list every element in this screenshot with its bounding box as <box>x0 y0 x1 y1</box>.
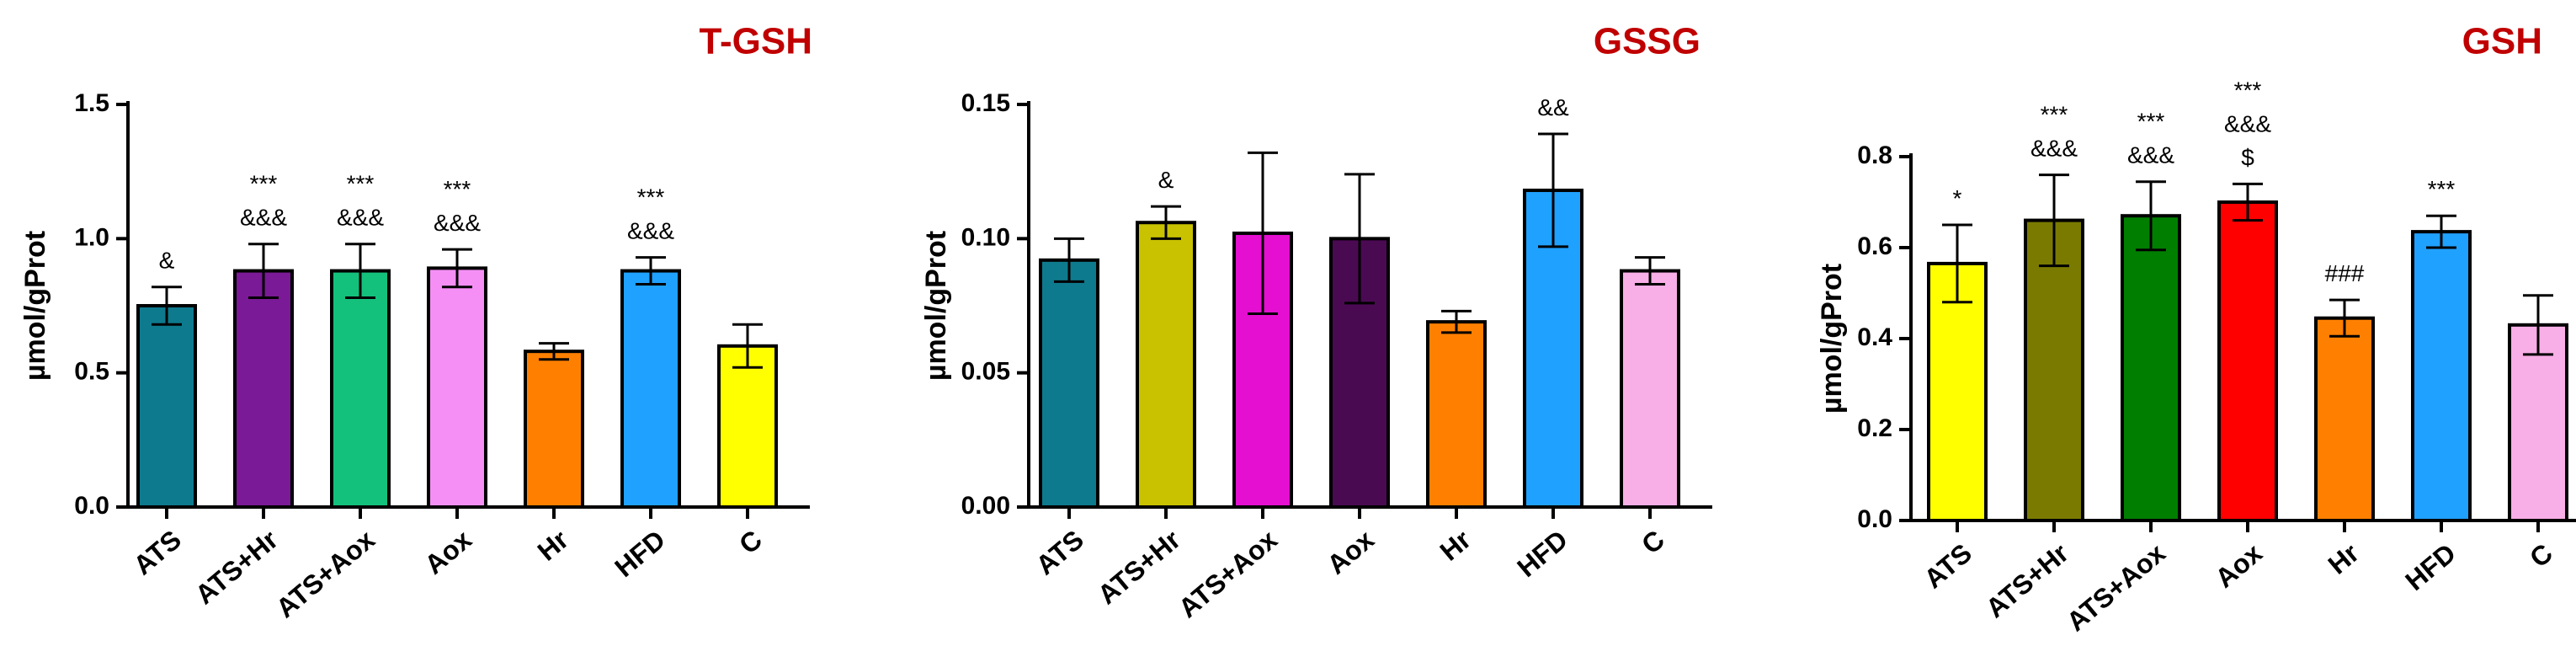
significance-label: *** <box>2041 102 2068 128</box>
y-tick-label: 0.5 <box>74 358 109 386</box>
significance-label: &&& <box>240 205 287 231</box>
y-axis-label: µmol/gProt <box>19 231 51 381</box>
significance-label: *** <box>637 184 665 211</box>
bar-c <box>2508 323 2568 522</box>
category-label-c: C <box>1636 524 1670 559</box>
category-label-hfd: HFD <box>609 524 671 583</box>
category-label-ats-hr: ATS+Hr <box>189 524 284 610</box>
y-tick-label: 0.8 <box>1857 141 1892 169</box>
significance-label: *** <box>444 176 471 202</box>
y-tick-label: 0.05 <box>961 358 1010 386</box>
y-tick-label: 0.6 <box>1857 232 1892 260</box>
y-axis-label: µmol/gProt <box>920 231 952 381</box>
significance-label: &&& <box>2224 110 2271 136</box>
category-label-ats-aox: ATS+Aox <box>2061 537 2171 637</box>
y-tick-label: 1.0 <box>74 223 109 251</box>
bar-ats <box>136 304 197 509</box>
chart-title: T-GSH <box>700 21 812 62</box>
chart-title: GSH <box>2462 21 2542 62</box>
category-label-c: C <box>733 524 768 559</box>
significance-label: * <box>1953 185 1962 211</box>
bar-ats <box>1039 258 1099 509</box>
y-tick-label: 1.5 <box>74 89 109 117</box>
bar-hfd <box>620 269 681 509</box>
bar-ats-aox <box>330 269 391 509</box>
panel-t-gsh: T-GSH µmol/gProt 0.0 0.5 1.0 1.5 ATS & ATS+Hr ***… <box>19 21 812 624</box>
category-label-hr: Hr <box>1434 524 1477 566</box>
category-label-ats: ATS <box>128 524 187 580</box>
bar-c <box>717 344 778 509</box>
significance-label: $ <box>2241 144 2254 170</box>
significance-label: *** <box>2234 77 2262 103</box>
panel-gssg: GSSG µmol/gProt 0.00 0.05 0.10 0.15 ATS ATS+Hr &… <box>920 21 1712 623</box>
category-label-aox: Aox <box>2209 537 2268 594</box>
bar-ats-hr <box>1136 221 1196 509</box>
significance-label: *** <box>2428 176 2456 202</box>
category-label-ats: ATS <box>1919 537 1977 594</box>
category-label-c: C <box>2524 537 2558 573</box>
bar-ats-hr <box>233 269 294 509</box>
bar-aox <box>427 266 487 509</box>
category-label-ats-hr: ATS+Hr <box>1980 537 2074 623</box>
y-tick-label: 0.4 <box>1857 323 1892 351</box>
category-label-hr: Hr <box>532 524 574 566</box>
y-tick-label: 0.0 <box>1857 505 1892 533</box>
bar-ats-aox <box>2121 214 2181 522</box>
bar-aox <box>2217 200 2278 522</box>
significance-label: *** <box>347 171 375 197</box>
significance-label: &&& <box>627 218 674 244</box>
y-tick-label: 0.10 <box>961 223 1010 251</box>
category-label-aox: Aox <box>418 524 477 580</box>
significance-label: &&& <box>2127 142 2174 168</box>
bar-hfd <box>2411 230 2472 522</box>
category-label-hfd: HFD <box>2399 537 2462 596</box>
category-label-hr: Hr <box>2323 537 2365 579</box>
significance-label: & <box>159 248 175 274</box>
category-label-ats-aox: ATS+Aox <box>1173 524 1283 623</box>
significance-label: && <box>1537 94 1569 120</box>
category-label-hfd: HFD <box>1511 524 1573 583</box>
significance-label: & <box>1158 167 1174 193</box>
significance-label: ### <box>2325 260 2365 286</box>
bar-hr <box>2314 316 2375 523</box>
chart-title: GSSG <box>1594 21 1700 62</box>
y-axis-label: µmol/gProt <box>1816 264 1848 414</box>
significance-label: &&& <box>337 205 384 231</box>
category-label-ats: ATS <box>1030 524 1089 580</box>
bar-hr <box>524 350 584 509</box>
y-tick-label: 0.0 <box>74 492 109 520</box>
y-tick-label: 0.2 <box>1857 414 1892 442</box>
significance-label: *** <box>250 171 278 197</box>
y-tick-label: 0.00 <box>961 492 1010 520</box>
bar-hr <box>1426 320 1487 509</box>
category-label-aox: Aox <box>1321 524 1380 580</box>
significance-label: &&& <box>2030 136 2078 162</box>
bar-c <box>1620 269 1680 509</box>
category-label-ats-aox: ATS+Aox <box>270 524 381 623</box>
significance-label: *** <box>2137 109 2165 135</box>
y-tick-label: 0.15 <box>961 89 1010 117</box>
significance-label: &&& <box>434 210 481 236</box>
panel-gsh: GSH µmol/gProt 0.0 0.2 0.4 0.6 0.8 ATS * ATS+Hr **… <box>1816 21 2576 637</box>
category-label-ats-hr: ATS+Hr <box>1092 524 1186 610</box>
